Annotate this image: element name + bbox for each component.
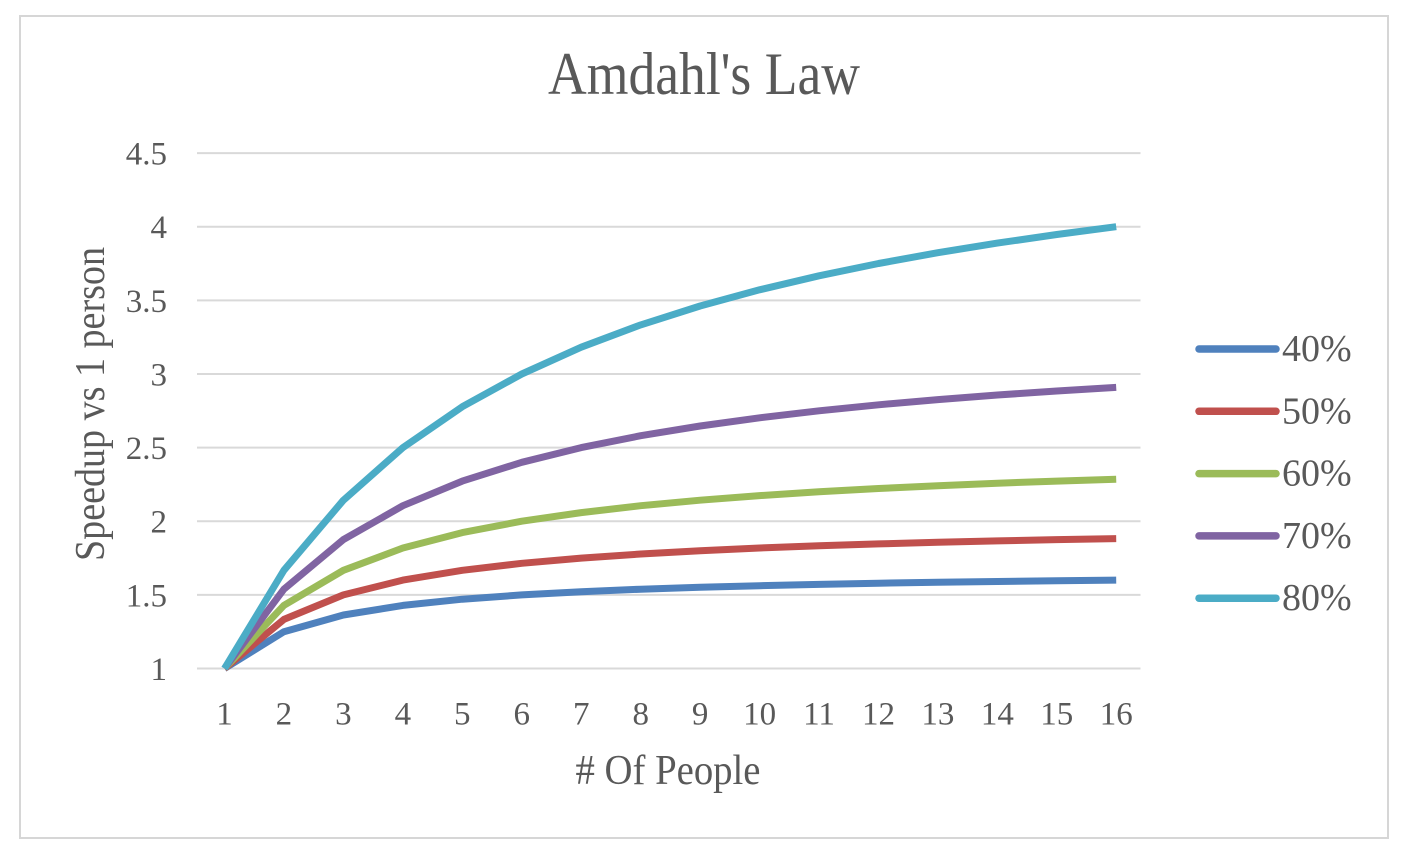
- svg-text:8: 8: [632, 697, 649, 733]
- svg-text:60%: 60%: [1282, 453, 1352, 495]
- svg-text:3.5: 3.5: [126, 284, 167, 320]
- svg-text:15: 15: [1040, 697, 1073, 733]
- svg-text:1: 1: [151, 652, 168, 688]
- svg-text:3: 3: [151, 358, 168, 394]
- svg-text:2.5: 2.5: [126, 431, 167, 467]
- svg-text:3: 3: [335, 697, 352, 733]
- svg-text:1.5: 1.5: [126, 578, 167, 614]
- svg-text:2: 2: [276, 697, 293, 733]
- svg-text:4: 4: [395, 697, 412, 733]
- svg-text:70%: 70%: [1282, 515, 1352, 557]
- svg-text:14: 14: [981, 697, 1014, 733]
- svg-text:11: 11: [803, 697, 835, 733]
- svg-text:Amdahl's Law: Amdahl's Law: [548, 41, 861, 107]
- svg-text:4: 4: [151, 210, 168, 246]
- svg-text:9: 9: [692, 697, 709, 733]
- svg-text:Speedup vs 1 person: Speedup vs 1 person: [68, 247, 114, 561]
- svg-text:2: 2: [151, 505, 168, 541]
- svg-text:10: 10: [743, 697, 776, 733]
- svg-text:13: 13: [921, 697, 954, 733]
- svg-text:50%: 50%: [1282, 390, 1352, 432]
- svg-text:4.5: 4.5: [126, 137, 167, 173]
- svg-text:5: 5: [454, 697, 471, 733]
- svg-text:1: 1: [216, 697, 233, 733]
- svg-text:12: 12: [862, 697, 895, 733]
- svg-text:# Of People: # Of People: [576, 748, 761, 794]
- svg-text:16: 16: [1100, 697, 1133, 733]
- svg-text:7: 7: [573, 697, 590, 733]
- svg-text:6: 6: [514, 697, 531, 733]
- svg-text:40%: 40%: [1282, 328, 1352, 370]
- svg-text:80%: 80%: [1282, 577, 1352, 619]
